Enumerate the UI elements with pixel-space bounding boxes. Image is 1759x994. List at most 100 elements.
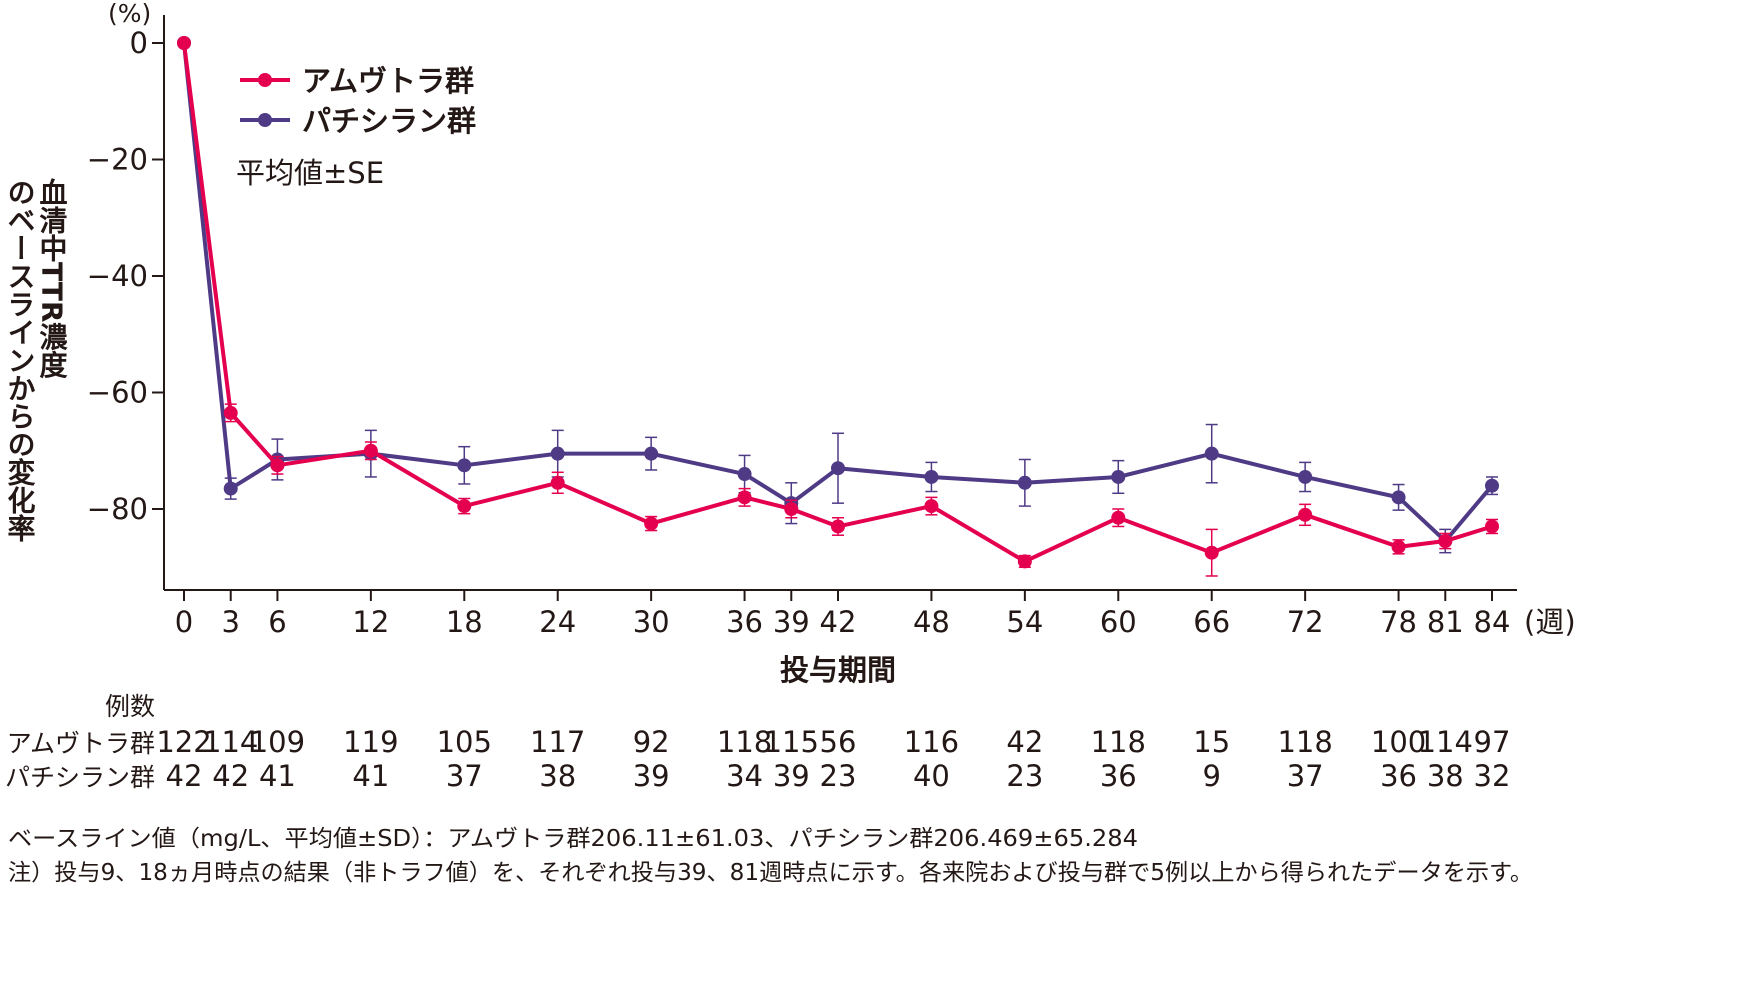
x-tick-label: 81 bbox=[1427, 605, 1464, 639]
series-アムヴトラ群 bbox=[177, 36, 1499, 577]
legend-marker bbox=[258, 113, 272, 127]
x-tick-label: 72 bbox=[1287, 605, 1324, 639]
count-value: 117 bbox=[530, 725, 585, 759]
data-point bbox=[737, 467, 752, 482]
count-value: 9 bbox=[1202, 759, 1220, 793]
x-tick-label: 30 bbox=[633, 605, 670, 639]
x-tick-label: 24 bbox=[539, 605, 576, 639]
data-point bbox=[1204, 545, 1219, 560]
count-value: 38 bbox=[1427, 759, 1464, 793]
count-value: 114 bbox=[1418, 725, 1473, 759]
data-point bbox=[550, 475, 565, 490]
axes: 0−20−40−60−800 3 6 12 18 24 30 36 39 42 48 54 60 66 72… bbox=[87, 15, 1517, 639]
count-value: 118 bbox=[1277, 725, 1332, 759]
x-tick-label: 84 bbox=[1474, 605, 1511, 639]
data-point bbox=[1111, 510, 1126, 525]
data-point bbox=[177, 36, 191, 50]
data-point bbox=[363, 443, 378, 458]
data-point bbox=[457, 458, 472, 473]
count-value: 23 bbox=[820, 759, 857, 793]
data-point bbox=[644, 516, 659, 531]
data-point bbox=[1485, 519, 1499, 534]
count-value: 23 bbox=[1006, 759, 1043, 793]
count-value: 34 bbox=[726, 759, 763, 793]
data-point bbox=[1438, 534, 1453, 549]
data-point bbox=[644, 446, 659, 461]
counts-header: 例数 bbox=[105, 692, 155, 721]
count-value: 122 bbox=[156, 725, 211, 759]
counts-row-label: パチシラン群 bbox=[5, 763, 155, 792]
count-value: 39 bbox=[633, 759, 670, 793]
count-value: 118 bbox=[1091, 725, 1146, 759]
x-tick-label: 78 bbox=[1380, 605, 1417, 639]
x-tick-label: 36 bbox=[726, 605, 763, 639]
count-value: 15 bbox=[1193, 725, 1230, 759]
count-value: 119 bbox=[343, 725, 398, 759]
x-tick-label: 12 bbox=[352, 605, 389, 639]
data-point bbox=[1298, 507, 1313, 522]
count-value: 115 bbox=[764, 725, 819, 759]
x-tick-label: 39 bbox=[773, 605, 810, 639]
y-tick-label: 0 bbox=[130, 26, 148, 60]
data-point bbox=[1017, 475, 1032, 490]
count-value: 40 bbox=[913, 759, 950, 793]
footnote: 注）投与9、18ヵ月時点の結果（非トラフ値）を、それぞれ投与39、81週時点に示… bbox=[8, 860, 1533, 886]
data-point bbox=[1391, 490, 1406, 505]
y-axis-title: 血清中TTR濃度 bbox=[36, 177, 69, 379]
data-point bbox=[270, 458, 285, 473]
legend-label: パチシラン群 bbox=[302, 104, 476, 138]
counts-row-label: アムヴトラ群 bbox=[7, 729, 155, 758]
count-value: 41 bbox=[352, 759, 389, 793]
count-value: 38 bbox=[539, 759, 576, 793]
data-point bbox=[1298, 469, 1313, 484]
series-line bbox=[182, 42, 1493, 564]
count-value: 39 bbox=[773, 759, 810, 793]
y-tick-label: −20 bbox=[87, 143, 148, 177]
y-tick-label: −80 bbox=[87, 492, 148, 526]
footnote: ベースライン値（mg/L、平均値±SD）：アムヴトラ群206.11±61.03、… bbox=[8, 826, 1138, 852]
data-point bbox=[457, 499, 472, 514]
data-point bbox=[737, 490, 752, 505]
x-tick-label: 60 bbox=[1100, 605, 1137, 639]
count-value: 105 bbox=[437, 725, 492, 759]
count-value: 42 bbox=[1006, 725, 1043, 759]
x-tick-label: 48 bbox=[913, 605, 950, 639]
data-point bbox=[1204, 446, 1219, 461]
count-value: 114 bbox=[203, 725, 258, 759]
data-point bbox=[1391, 539, 1406, 554]
count-value: 32 bbox=[1474, 759, 1511, 793]
count-value: 56 bbox=[820, 725, 857, 759]
count-value: 118 bbox=[717, 725, 772, 759]
count-value: 97 bbox=[1474, 725, 1511, 759]
count-value: 37 bbox=[446, 759, 483, 793]
x-tick-label: 18 bbox=[446, 605, 483, 639]
count-value: 36 bbox=[1100, 759, 1137, 793]
x-axis-title: 投与期間 bbox=[780, 653, 896, 687]
y-tick-label: −60 bbox=[87, 376, 148, 410]
count-value: 42 bbox=[212, 759, 249, 793]
footnotes: ベースライン値（mg/L、平均値±SD）：アムヴトラ群206.11±61.03、… bbox=[8, 826, 1533, 886]
legend-label: アムヴトラ群 bbox=[302, 64, 474, 98]
y-axis-title: のベースラインからの変化率 bbox=[4, 178, 37, 542]
count-value: 100 bbox=[1371, 725, 1426, 759]
x-tick-label: 42 bbox=[820, 605, 857, 639]
count-value: 42 bbox=[166, 759, 203, 793]
count-value: 37 bbox=[1287, 759, 1324, 793]
y-unit: (%) bbox=[108, 0, 151, 28]
legend-marker bbox=[258, 73, 272, 87]
y-tick-label: −40 bbox=[87, 259, 148, 293]
data-point bbox=[831, 519, 845, 534]
data-point bbox=[223, 481, 238, 496]
data-point bbox=[1017, 554, 1032, 569]
x-tick-label: 0 bbox=[175, 605, 193, 639]
series-layer bbox=[177, 36, 1499, 577]
count-value: 116 bbox=[904, 725, 959, 759]
annotation: 平均値±SE bbox=[236, 156, 384, 190]
data-point bbox=[223, 405, 238, 420]
data-point bbox=[831, 461, 845, 476]
x-tick-label: 66 bbox=[1193, 605, 1230, 639]
data-point bbox=[924, 469, 939, 484]
x-tick-label: 3 bbox=[221, 605, 239, 639]
